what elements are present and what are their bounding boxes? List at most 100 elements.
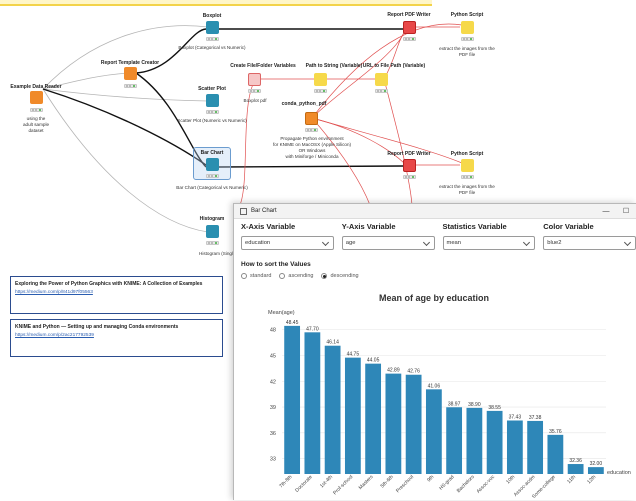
annotation-conda-environments: KNIME and Python — Setting up and managi… (10, 319, 223, 357)
node-desc-python-2: extract the images from the PDF file (439, 184, 495, 195)
annotation-python-graphics: Exploring the Power of Python Graphics w… (10, 276, 223, 314)
python-script-icon[interactable] (461, 21, 474, 34)
bar-value-label: 42.89 (387, 368, 400, 374)
bar-value-label: 46.14 (326, 340, 339, 346)
x-tick-label: HS-grad (438, 474, 456, 492)
annotation-link[interactable]: https://medium.com/p/2ac217792539 (15, 333, 94, 338)
x-tick-label: 12th (586, 474, 597, 485)
y-tick-label: 42 (270, 379, 276, 385)
maximize-button[interactable]: ☐ (622, 208, 630, 215)
radio-standard[interactable] (241, 273, 247, 279)
report-pdf-writer-icon[interactable] (403, 21, 416, 34)
node-desc-create-file: Boxplot pdf (243, 98, 267, 103)
sort-option-standard[interactable]: standard (241, 273, 271, 279)
statistics-value: mean (446, 240, 462, 246)
x-axis-value: education (245, 240, 271, 246)
bar-chart-dialog: Bar Chart — ☐ X-Axis Variable education … (233, 203, 636, 500)
radio-ascending[interactable] (279, 273, 286, 279)
bar-value-label: 41.06 (428, 383, 441, 389)
bar[interactable] (344, 357, 361, 474)
bar[interactable] (587, 467, 604, 474)
data-reader-icon[interactable] (30, 91, 43, 104)
bar[interactable] (304, 332, 321, 474)
dialog-title: Bar Chart (251, 208, 277, 214)
node-status-report-template (124, 84, 137, 88)
bar[interactable] (486, 410, 503, 474)
color-value: blue2 (547, 240, 562, 246)
report-pdf-writer-icon[interactable] (403, 159, 416, 172)
node-status-data-reader (30, 108, 43, 112)
x-tick-label: Preschool (395, 474, 415, 494)
radio-descending[interactable] (321, 273, 328, 279)
bar-chart-node-icon[interactable] (206, 158, 219, 171)
bar[interactable] (567, 464, 584, 474)
annotation-link[interactable]: https://medium.com/p/841d97f05563 (15, 290, 93, 295)
node-title-python-script-1: Python Script (450, 12, 484, 18)
sort-option-ascending[interactable]: ascending (279, 273, 313, 279)
bar[interactable] (365, 363, 382, 474)
y-tick-label: 33 (270, 457, 276, 463)
sort-option-descending[interactable]: descending (321, 273, 359, 279)
report-template-icon[interactable] (124, 67, 137, 80)
node-desc-python-1: extract the images from the PDF file (439, 46, 495, 57)
bar-chart-plot: Mean of age by education Mean(age) educa… (268, 293, 631, 500)
node-title-report-pdf-writer-2: Report PDF Writer (387, 151, 431, 157)
bar[interactable] (425, 389, 442, 474)
node-status-conda (305, 128, 318, 132)
color-label: Color Variable (543, 222, 594, 231)
y-axis-value: age (345, 240, 356, 246)
bar[interactable] (284, 325, 301, 474)
x-axis-select[interactable]: education (241, 236, 334, 250)
x-tick-label: Prof-school (332, 474, 354, 496)
create-file-variables-icon[interactable] (248, 73, 261, 86)
y-tick-label: 45 (270, 354, 276, 360)
bar-value-label: 32.36 (569, 458, 582, 464)
scatter-plot-icon[interactable] (206, 94, 219, 107)
node-title-path-to-string: Path to String (Variable) (305, 63, 363, 69)
node-status-python-2 (461, 175, 474, 179)
bar-value-label: 38.55 (488, 405, 501, 411)
node-title-bar-chart: Bar Chart (200, 150, 224, 156)
statistics-select[interactable]: mean (442, 236, 536, 250)
url-to-file-path-icon[interactable] (375, 73, 388, 86)
bar[interactable] (446, 407, 463, 474)
node-status-pdf-writer-2 (403, 175, 416, 179)
sort-radio-group: standard ascending descending (241, 273, 359, 279)
bar[interactable] (405, 374, 422, 474)
dialog-titlebar[interactable]: Bar Chart — ☐ (234, 204, 636, 219)
bar-value-label: 47.70 (306, 326, 319, 332)
node-status-bar-chart (206, 174, 219, 178)
node-title-histogram: Histogram (199, 216, 225, 222)
x-tick-label: Bachelors (456, 474, 476, 494)
bar-value-label: 44.75 (347, 352, 360, 358)
variable-selectors: X-Axis Variable education Y-Axis Variabl… (241, 222, 636, 250)
histogram-icon[interactable] (206, 225, 219, 238)
minimize-button[interactable]: — (602, 207, 610, 215)
bar[interactable] (527, 420, 544, 474)
node-title-url-to-file-path: URL to File Path (Variable) (362, 63, 426, 69)
x-tick-label: Doctorate (294, 474, 314, 494)
x-tick-label: 10th (505, 474, 516, 485)
node-title-example-data-reader: Example Data Reader (10, 84, 62, 90)
y-tick-label: 39 (270, 405, 276, 411)
bar[interactable] (385, 373, 402, 474)
bar-value-label: 32.00 (590, 461, 603, 467)
boxplot-icon[interactable] (206, 21, 219, 34)
color-select[interactable]: blue2 (543, 236, 636, 250)
bar-value-label: 35.76 (549, 429, 562, 435)
bar[interactable] (547, 434, 564, 474)
sort-option-label: descending (330, 273, 359, 279)
node-title-scatter-plot: Scatter Plot (198, 86, 226, 92)
path-to-string-icon[interactable] (314, 73, 327, 86)
bar[interactable] (466, 407, 483, 474)
x-tick-label: 9th (426, 474, 435, 483)
y-axis-select[interactable]: age (341, 236, 435, 250)
bar[interactable] (324, 345, 341, 474)
conda-environment-icon[interactable] (305, 112, 318, 125)
x-tick-label: Masters (358, 474, 375, 491)
python-script-icon[interactable] (461, 159, 474, 172)
node-title-boxplot: Boxplot (202, 13, 222, 19)
bar-value-label: 44.05 (367, 358, 380, 364)
bar[interactable] (506, 420, 523, 474)
